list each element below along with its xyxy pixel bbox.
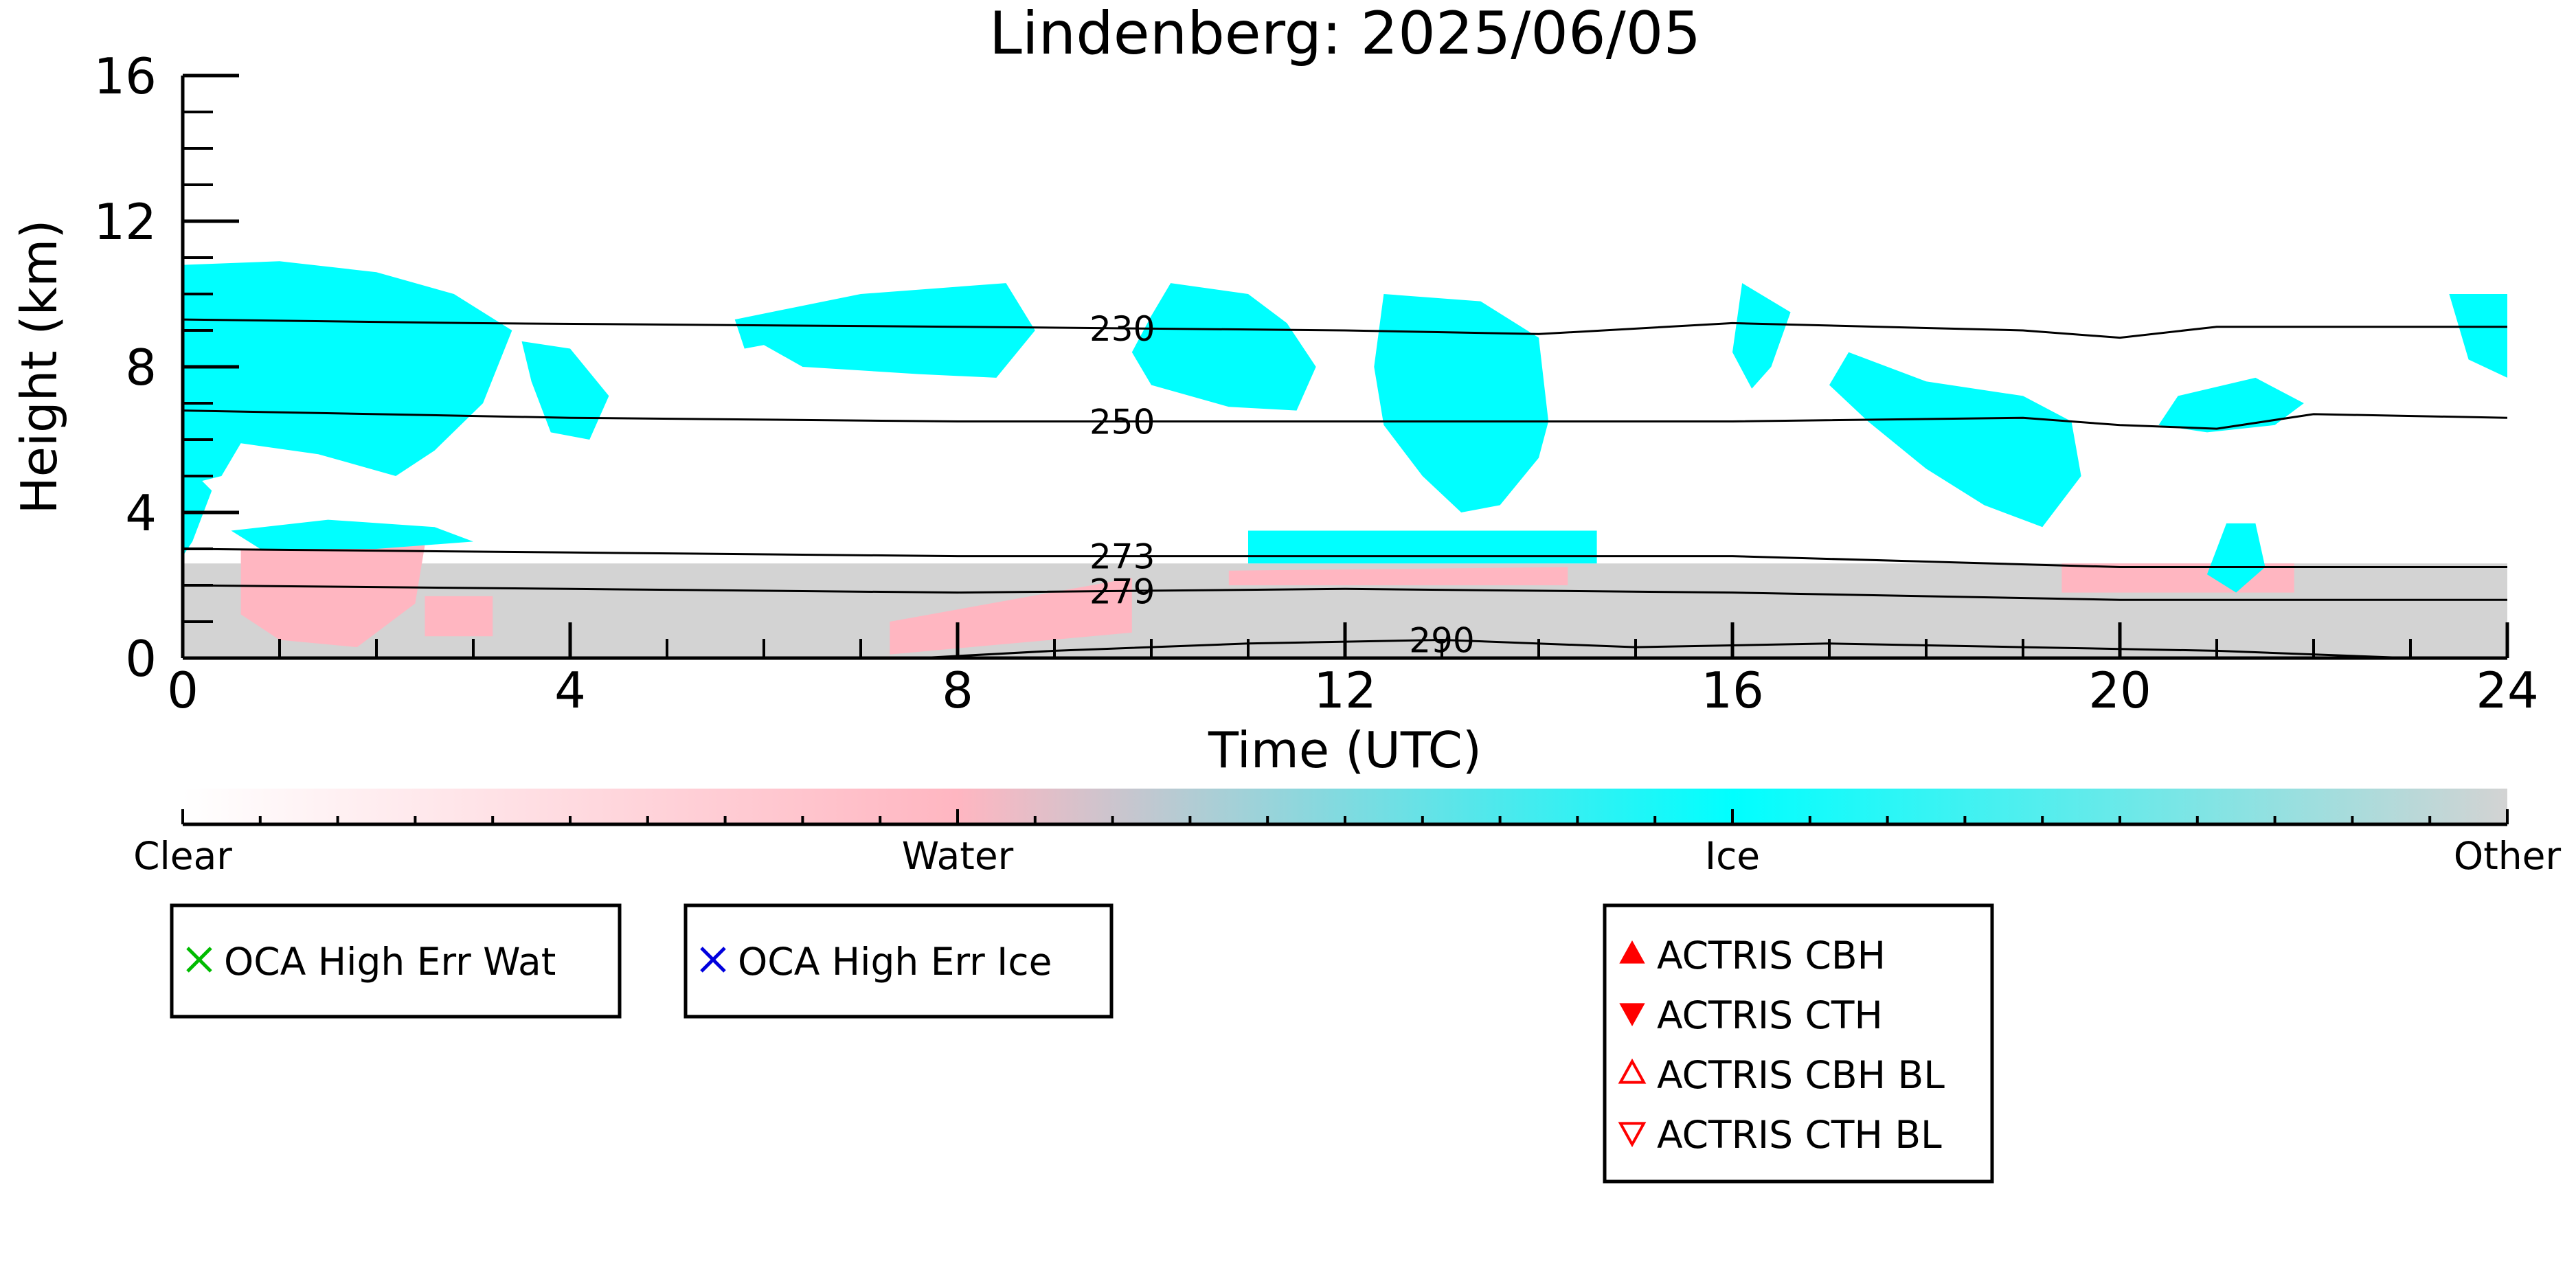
legend-label: ACTRIS CBH xyxy=(1657,934,1886,978)
triangle-up-filled-icon xyxy=(1619,940,1645,964)
cloud-region-water xyxy=(425,596,493,637)
legend-frame xyxy=(170,903,622,1019)
contour-label-250: 250 xyxy=(1089,403,1155,442)
cloud-region-ice xyxy=(734,283,1035,378)
cloud-region-other xyxy=(183,563,2507,658)
legend-box: OCA High Err Ice xyxy=(683,903,1114,1019)
colorbar-label-water: Water xyxy=(902,834,1014,878)
triangle-down-filled-icon xyxy=(1619,1003,1645,1027)
y-tick-label: 12 xyxy=(93,193,157,251)
colorbar-label-ice: Ice xyxy=(1705,834,1760,878)
colorbar-label-clear: Clear xyxy=(133,834,232,878)
legend-frame xyxy=(1603,903,1994,1184)
legend-entry: ACTRIS CBH xyxy=(1619,934,1886,978)
cloud-region-ice xyxy=(1248,530,1597,564)
y-axis-label: Height (km) xyxy=(10,220,68,515)
legend-label: OCA High Err Wat xyxy=(224,940,556,984)
cloud-region-ice xyxy=(2158,377,2304,433)
legend-entry: ACTRIS CTH xyxy=(1619,993,1883,1037)
cloud-region-water xyxy=(890,578,1132,655)
temperature-contours xyxy=(183,318,2507,658)
x-tick-label: 24 xyxy=(2476,662,2539,719)
cloud-region-ice xyxy=(521,341,609,440)
legend-label: ACTRIS CTH xyxy=(1657,993,1883,1037)
cloud-region-ice xyxy=(183,261,512,484)
contour-label-230: 230 xyxy=(1089,309,1155,349)
legend-label: ACTRIS CTH BL xyxy=(1657,1113,1942,1157)
cloud-region-water xyxy=(240,545,425,648)
cloud-regions xyxy=(183,261,2507,658)
x-tick-label: 0 xyxy=(167,662,199,719)
x-tick-label: 20 xyxy=(2088,662,2151,719)
cloud-region-ice xyxy=(231,519,473,549)
colorbar: Clear Water Ice Other xyxy=(133,789,2561,878)
y-tick-label: 8 xyxy=(125,339,157,396)
legend-box: OCA High Err Wat xyxy=(170,903,622,1019)
legend-label: OCA High Err Ice xyxy=(738,940,1052,984)
colorbar-label-other: Other xyxy=(2454,834,2562,878)
x-axis-label: Time (UTC) xyxy=(1208,721,1482,779)
legend-frame xyxy=(683,903,1114,1019)
legend-entry: ACTRIS CBH BL xyxy=(1618,1053,1945,1097)
contour-label-279: 279 xyxy=(1089,572,1155,611)
cloud-region-ice xyxy=(1131,283,1316,411)
cloud-region-ice xyxy=(183,461,212,556)
x-icon xyxy=(700,947,726,973)
contour-line-279 xyxy=(183,584,2507,601)
x-icon xyxy=(186,947,212,973)
x-tick-label: 4 xyxy=(554,662,586,719)
cloud-region-ice xyxy=(2206,523,2266,593)
cloud-region-ice xyxy=(1374,294,1549,512)
legend-entry: OCA High Err Ice xyxy=(700,940,1052,984)
cloud-region-ice xyxy=(1732,283,1791,389)
contour-line-273 xyxy=(183,547,2507,568)
cloud-region-ice xyxy=(2449,294,2507,378)
colorbar-ticks: Clear Water Ice Other xyxy=(133,809,2561,878)
x-tick-label: 12 xyxy=(1313,662,1377,719)
y-tick-label: 16 xyxy=(93,47,157,105)
y-tick-label: 4 xyxy=(125,484,157,542)
legend-box: ACTRIS CBH ACTRIS CTH ACTRIS CBH BL ACTRIS … xyxy=(1603,903,1994,1184)
legend-label: ACTRIS CBH BL xyxy=(1657,1053,1945,1097)
legends: OCA High Err Wat OCA High Err Ice ACTRIS C… xyxy=(170,903,1994,1184)
contour-line-250 xyxy=(183,409,2507,430)
chart-title: Lindenberg: 2025/06/05 xyxy=(989,0,1701,68)
contour-line-230 xyxy=(183,318,2507,339)
triangle-up-open-icon xyxy=(1618,1058,1647,1084)
x-tick-label: 8 xyxy=(942,662,973,719)
contour-label-273: 273 xyxy=(1089,537,1155,577)
y-tick-label: 0 xyxy=(125,630,157,688)
x-tick-label: 16 xyxy=(1701,662,1764,719)
triangle-down-open-icon xyxy=(1618,1122,1647,1148)
plot-area xyxy=(183,261,2507,658)
cloud-region-water xyxy=(1228,567,1568,585)
legend-entry: ACTRIS CTH BL xyxy=(1618,1113,1942,1157)
axis-ticks: 0 4 8 12 16 20 24 0 4 8 12 16 xyxy=(93,47,2538,719)
cloud-region-ice xyxy=(1829,352,2081,528)
legend-entry: OCA High Err Wat xyxy=(186,940,556,984)
